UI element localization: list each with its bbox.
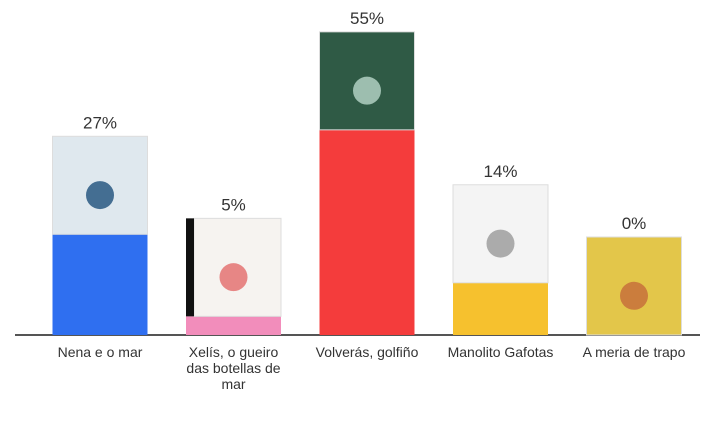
value-label: 55% (350, 9, 384, 28)
x-tick-label: Nena e o mar (57, 344, 143, 360)
value-label: 0% (622, 214, 647, 233)
book-cover (586, 236, 682, 336)
bar (453, 282, 548, 335)
cover-illustration (620, 281, 648, 310)
x-tick-label: Xelís, o gueiro das botellas de mar (186, 344, 281, 392)
value-label: 5% (221, 195, 246, 214)
bar (319, 129, 415, 335)
x-tick-label: A meria de trapo (582, 344, 686, 360)
cover-illustration (486, 229, 515, 258)
bar (186, 316, 281, 335)
cover-illustration (86, 181, 114, 210)
value-label: 14% (483, 162, 517, 181)
cover-illustration (353, 76, 381, 105)
book-spine (186, 218, 194, 317)
x-tick-label: Manolito Gafotas (447, 344, 554, 360)
cover-illustration (219, 263, 248, 292)
value-label: 27% (83, 113, 117, 132)
x-tick-label: Volverás, golfiño (315, 344, 419, 360)
bar (52, 234, 148, 335)
